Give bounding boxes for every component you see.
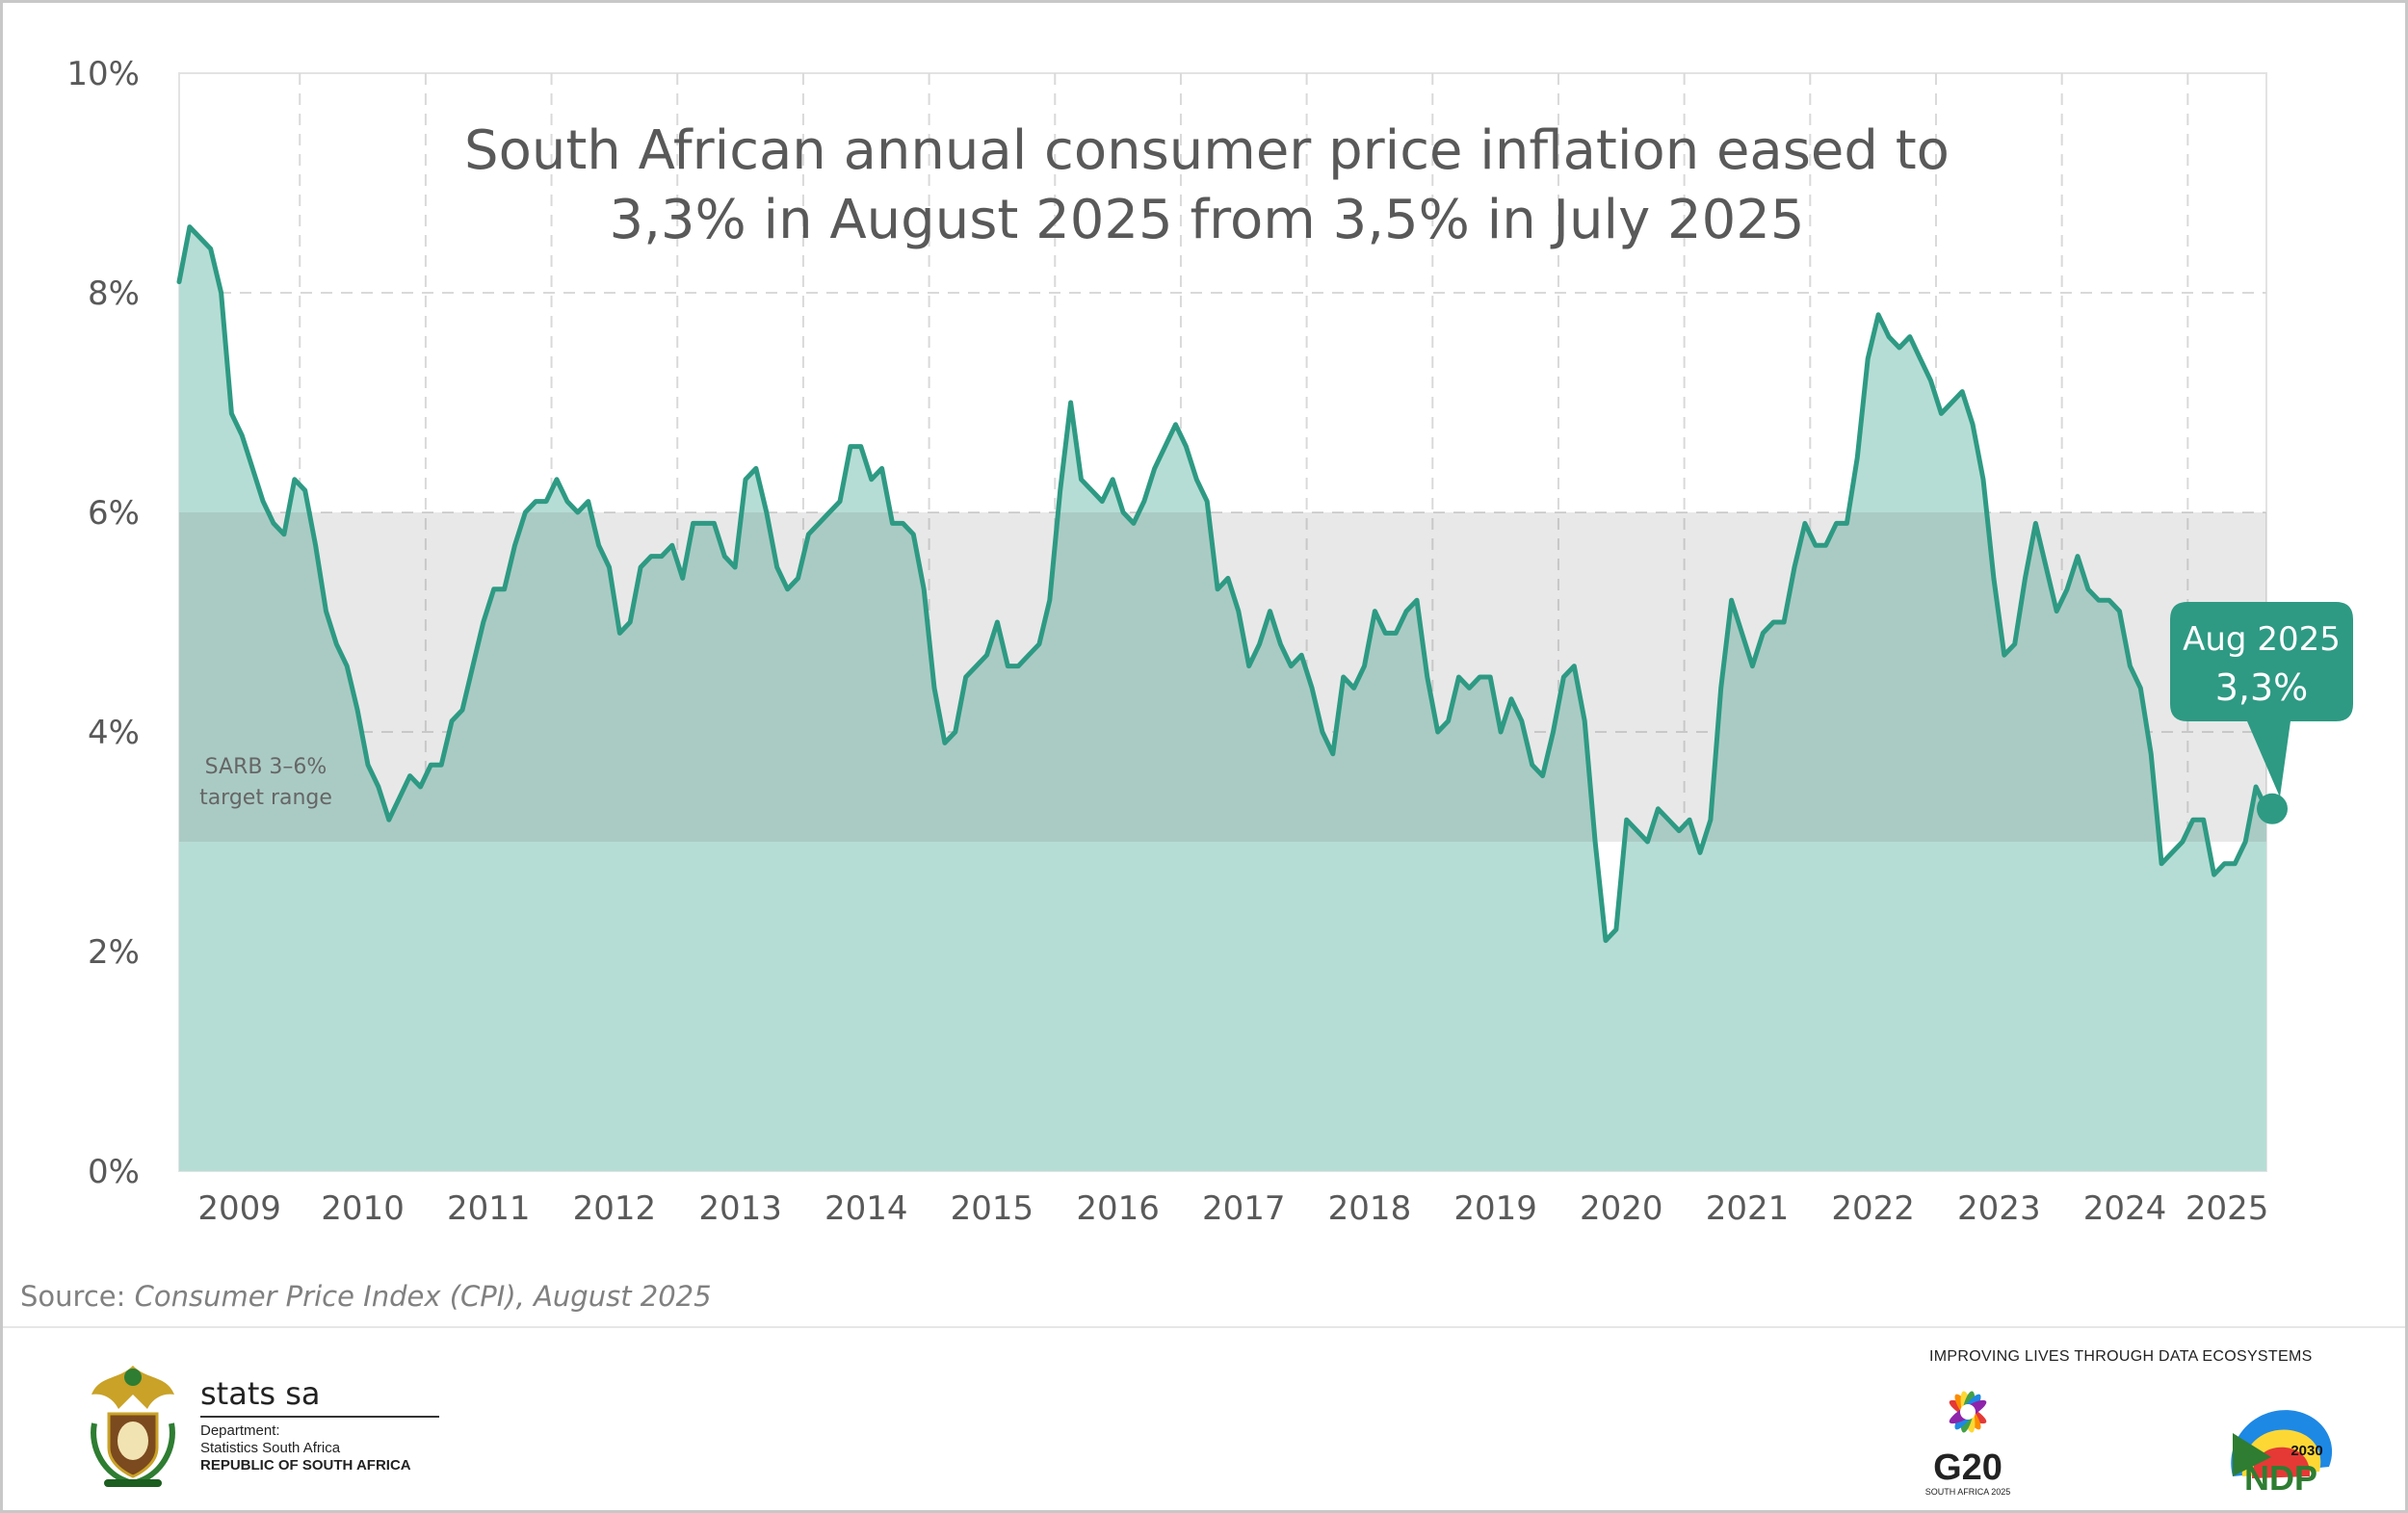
footer-divider [3,1326,2405,1328]
x-tick-label: 2024 [2083,1189,2167,1228]
source-note: Source: Consumer Price Index (CPI), Augu… [20,1280,712,1313]
x-tick-label: 2012 [573,1189,657,1228]
y-tick-label: 8% [88,274,140,313]
x-tick-label: 2018 [1328,1189,1412,1228]
latest-point-marker [2257,793,2288,824]
department-text: Department: Statistics South Africa REPU… [200,1422,411,1474]
x-tick-label: 2020 [1580,1189,1663,1228]
g20-logo: G20 SOUTH AFRICA 2025 [1925,1391,2011,1497]
y-tick-label: 6% [88,494,140,533]
target-band [179,512,2266,842]
callout-bubble [2170,602,2353,797]
dept-line-3: REPUBLIC OF SOUTH AFRICA [200,1457,411,1474]
y-tick-label: 2% [88,933,140,972]
dept-line-2: Statistics South Africa [200,1440,341,1456]
x-tick-label: 2014 [824,1189,908,1228]
x-tick-label: 2011 [447,1189,531,1228]
x-tick-label: 2010 [321,1189,405,1228]
g20-sub: SOUTH AFRICA 2025 [1925,1487,2011,1497]
x-tick-label: 2022 [1831,1189,1915,1228]
x-tick-label: 2016 [1076,1189,1160,1228]
chart-title-line-1: South African annual consumer price infl… [464,119,1950,182]
inflation-chart: 0% 2% 4% 6% 8% 10% 2009 2010 2011 2012 2013 2014 201… [66,55,2353,1228]
x-tick-label: 2019 [1453,1189,1537,1228]
inflation-line [176,224,2269,944]
stats-sa-name: stats sa [200,1375,321,1412]
x-tick-label: 2023 [1957,1189,2041,1228]
inflation-area [179,226,2266,1172]
g20-text: G20 [1933,1448,2002,1488]
dept-line-1: Department: [200,1422,280,1439]
ndp-year: 2030 [2290,1443,2322,1459]
stats-sa-rule [200,1416,439,1418]
x-tick-label: 2021 [1706,1189,1790,1228]
y-tick-label: 4% [88,714,140,752]
chart-title-line-2: 3,3% in August 2025 from 3,5% in July 20… [609,189,1805,251]
source-prefix: Source: [20,1280,135,1313]
x-tick-label: 2015 [951,1189,1034,1228]
chart-title: South African annual consumer price infl… [292,117,2122,255]
tagline: IMPROVING LIVES THROUGH DATA ECOSYSTEMS [1929,1348,2313,1365]
source-text: Consumer Price Index (CPI), August 2025 [134,1280,712,1313]
y-tick-label: 10% [66,55,140,93]
callout-line-2: 3,3% [2215,666,2309,709]
callout-line-1: Aug 2025 [2183,620,2341,659]
x-tick-label: 2009 [197,1189,281,1228]
x-tick-label: 2017 [1202,1189,1286,1228]
x-tick-label: 2013 [698,1189,782,1228]
ndp-text: NDP [2244,1458,2317,1496]
band-label-line-2: target range [199,786,332,810]
coat-of-arms-logo [91,1366,175,1487]
ndp-logo: 2030 NDP [2231,1410,2333,1496]
band-label-line-1: SARB 3–6% [205,755,327,779]
y-tick-label: 0% [88,1153,140,1191]
x-tick-label: 2025 [2186,1189,2269,1228]
